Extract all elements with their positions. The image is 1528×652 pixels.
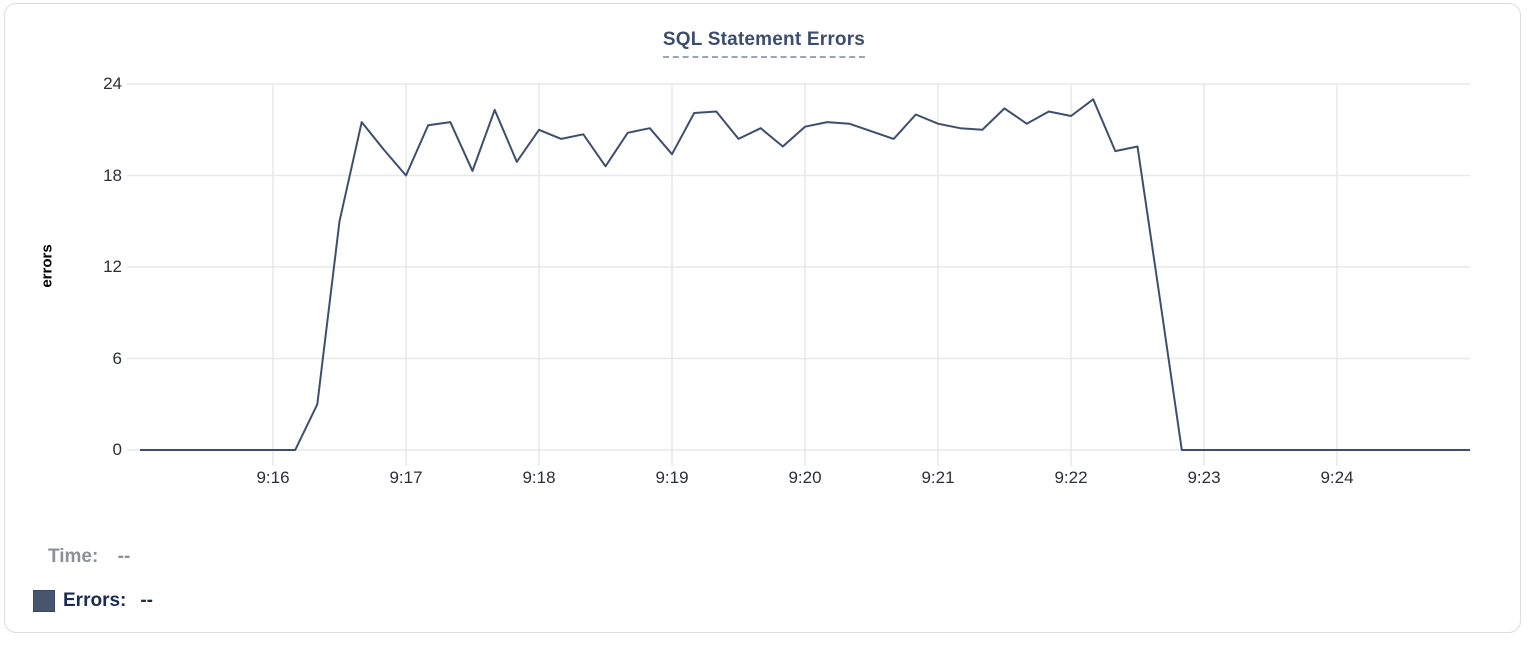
x-tick-label: 9:17 [389, 468, 423, 487]
chart-title-link[interactable]: SQL Statement Errors [662, 29, 866, 58]
y-axis-label: errors [38, 244, 56, 288]
y-tick-label: 24 [103, 74, 122, 93]
legend-errors-label: Errors: [63, 590, 127, 611]
y-tick-label: 12 [103, 257, 122, 276]
x-tick-label: 9:22 [1054, 468, 1088, 487]
x-tick-label: 9:20 [788, 468, 822, 487]
legend-time-value: -- [117, 546, 131, 567]
y-tick-label: 18 [103, 165, 122, 185]
legend-time-label: Time: [48, 546, 99, 567]
y-tick-label: 6 [112, 348, 122, 368]
x-tick-label: 9:16 [256, 468, 290, 487]
errors-series-swatch [33, 590, 55, 612]
y-tick-label: 0 [112, 440, 122, 459]
chart-header: SQL Statement Errors [0, 29, 1528, 58]
x-tick-label: 9:24 [1320, 468, 1354, 487]
errors-series-line [140, 98, 1470, 451]
chart-card [4, 3, 1521, 633]
x-tick-label: 9:18 [522, 468, 556, 487]
x-tick-label: 9:23 [1187, 468, 1221, 487]
legend-errors-row: Errors: -- [33, 590, 153, 612]
legend-errors-value: -- [140, 590, 154, 611]
x-tick-label: 9:19 [655, 468, 689, 487]
legend-time-row: Time: -- [48, 546, 130, 568]
x-tick-label: 9:21 [921, 468, 955, 487]
